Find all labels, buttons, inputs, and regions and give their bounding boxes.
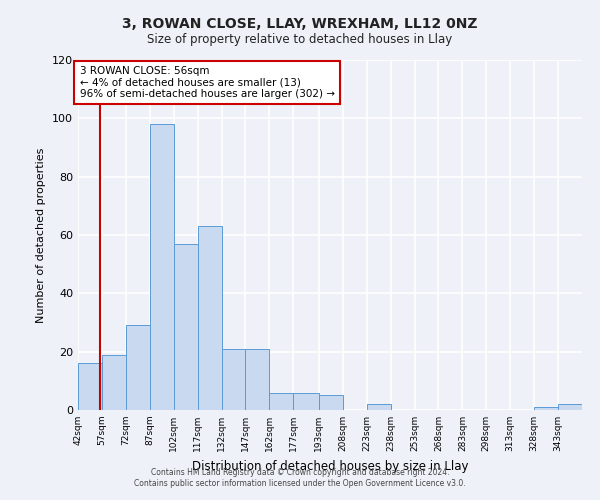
Bar — [150, 124, 173, 410]
Text: 3 ROWAN CLOSE: 56sqm
← 4% of detached houses are smaller (13)
96% of semi-detach: 3 ROWAN CLOSE: 56sqm ← 4% of detached ho… — [80, 66, 335, 99]
Bar — [126, 326, 150, 410]
Bar — [197, 226, 221, 410]
Bar — [221, 349, 245, 410]
Bar — [269, 392, 293, 410]
Bar — [78, 364, 102, 410]
Bar — [534, 407, 558, 410]
Bar — [245, 349, 269, 410]
Bar — [293, 392, 319, 410]
Bar — [558, 404, 582, 410]
Text: Size of property relative to detached houses in Llay: Size of property relative to detached ho… — [148, 32, 452, 46]
Text: Contains HM Land Registry data © Crown copyright and database right 2024.
Contai: Contains HM Land Registry data © Crown c… — [134, 468, 466, 487]
Bar — [173, 244, 197, 410]
X-axis label: Distribution of detached houses by size in Llay: Distribution of detached houses by size … — [192, 460, 468, 472]
Y-axis label: Number of detached properties: Number of detached properties — [37, 148, 46, 322]
Bar — [102, 354, 126, 410]
Bar — [319, 396, 343, 410]
Bar — [367, 404, 391, 410]
Text: 3, ROWAN CLOSE, LLAY, WREXHAM, LL12 0NZ: 3, ROWAN CLOSE, LLAY, WREXHAM, LL12 0NZ — [122, 18, 478, 32]
